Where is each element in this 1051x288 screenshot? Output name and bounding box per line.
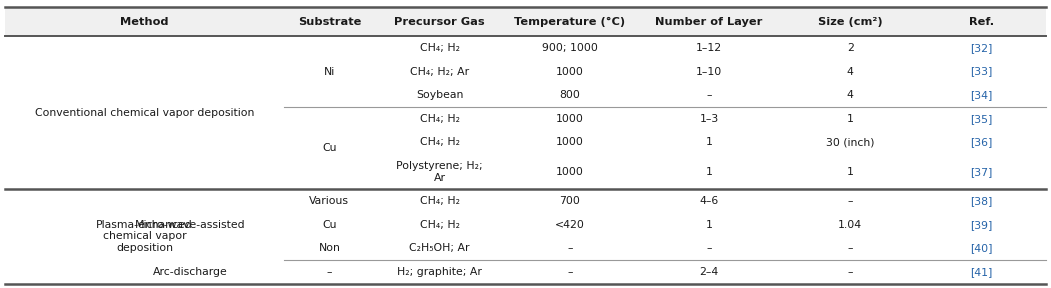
Text: Temperature (°C): Temperature (°C) [514, 17, 625, 27]
Text: 1: 1 [705, 220, 713, 230]
Text: Cu: Cu [322, 220, 336, 230]
Text: 1–12: 1–12 [696, 43, 722, 53]
Text: 1000: 1000 [556, 114, 583, 124]
Text: 800: 800 [559, 90, 580, 100]
Text: [34]: [34] [970, 90, 992, 100]
Text: Ni: Ni [324, 67, 335, 77]
Text: CH₄; H₂: CH₄; H₂ [419, 43, 459, 53]
Text: [38]: [38] [970, 196, 992, 206]
Text: H₂; graphite; Ar: H₂; graphite; Ar [397, 267, 482, 277]
Text: Conventional chemical vapor deposition: Conventional chemical vapor deposition [35, 108, 254, 118]
Text: 1.04: 1.04 [838, 220, 862, 230]
Text: Soybean: Soybean [416, 90, 463, 100]
Text: 2–4: 2–4 [700, 267, 719, 277]
Text: CH₄; H₂: CH₄; H₂ [419, 114, 459, 124]
Text: C₂H₅OH; Ar: C₂H₅OH; Ar [410, 243, 470, 253]
Text: Various: Various [309, 196, 349, 206]
Text: –: – [566, 243, 573, 253]
Text: 1000: 1000 [556, 137, 583, 147]
Text: –: – [566, 267, 573, 277]
Text: 1: 1 [847, 167, 853, 177]
Text: Number of Layer: Number of Layer [656, 17, 763, 27]
Text: Precursor Gas: Precursor Gas [394, 17, 485, 27]
Text: 1000: 1000 [556, 67, 583, 77]
Bar [5, 7, 1046, 36]
Text: 900; 1000: 900; 1000 [541, 43, 598, 53]
Text: –: – [327, 267, 332, 277]
Text: CH₄; H₂: CH₄; H₂ [419, 220, 459, 230]
Text: Method: Method [121, 17, 169, 27]
Text: Polystyrene; H₂;
Ar: Polystyrene; H₂; Ar [396, 161, 483, 183]
Text: 4: 4 [847, 67, 853, 77]
Text: –: – [706, 243, 712, 253]
Text: CH₄; H₂: CH₄; H₂ [419, 137, 459, 147]
Text: [36]: [36] [970, 137, 992, 147]
Text: 1–10: 1–10 [696, 67, 722, 77]
Text: –: – [847, 267, 852, 277]
Text: [35]: [35] [970, 114, 992, 124]
Text: [39]: [39] [970, 220, 992, 230]
Text: [41]: [41] [970, 267, 992, 277]
Text: [40]: [40] [970, 243, 992, 253]
Text: <420: <420 [555, 220, 584, 230]
Text: Plasma-enhanced
chemical vapor
deposition: Plasma-enhanced chemical vapor depositio… [97, 220, 193, 253]
Text: Cu: Cu [322, 143, 336, 153]
Text: [37]: [37] [970, 167, 992, 177]
Text: –: – [706, 90, 712, 100]
Text: [32]: [32] [970, 43, 992, 53]
Text: 1–3: 1–3 [700, 114, 719, 124]
Text: 700: 700 [559, 196, 580, 206]
Text: [33]: [33] [970, 67, 992, 77]
Text: Size (cm²): Size (cm²) [818, 17, 883, 27]
Text: Substrate: Substrate [297, 17, 362, 27]
Text: 1: 1 [705, 137, 713, 147]
Text: 1000: 1000 [556, 167, 583, 177]
Text: Ref.: Ref. [969, 17, 994, 27]
Text: –: – [847, 196, 852, 206]
Text: CH₄; H₂: CH₄; H₂ [419, 196, 459, 206]
Text: 30 (inch): 30 (inch) [826, 137, 874, 147]
Text: 1: 1 [705, 167, 713, 177]
Text: 2: 2 [847, 43, 853, 53]
Text: –: – [847, 243, 852, 253]
Text: Arc-discharge: Arc-discharge [152, 267, 227, 277]
Text: 4: 4 [847, 90, 853, 100]
Text: CH₄; H₂; Ar: CH₄; H₂; Ar [410, 67, 469, 77]
Text: 1: 1 [847, 114, 853, 124]
Text: 4–6: 4–6 [700, 196, 719, 206]
Text: Non: Non [318, 243, 341, 253]
Text: Micro-wave-assisted: Micro-wave-assisted [135, 220, 245, 230]
